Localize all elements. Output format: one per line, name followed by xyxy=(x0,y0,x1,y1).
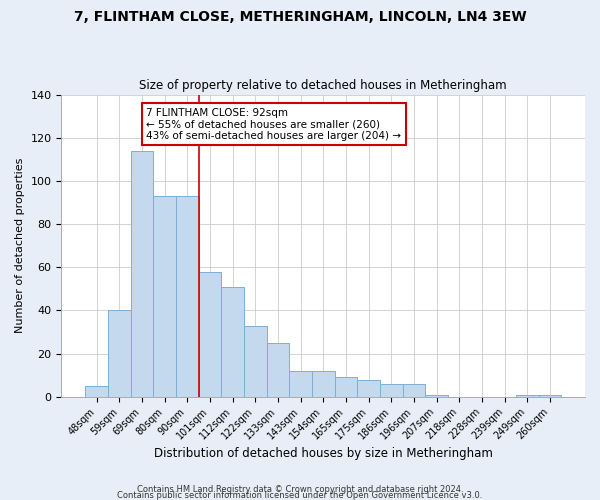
Y-axis label: Number of detached properties: Number of detached properties xyxy=(15,158,25,334)
Bar xyxy=(380,384,403,397)
Bar xyxy=(153,196,176,397)
X-axis label: Distribution of detached houses by size in Metheringham: Distribution of detached houses by size … xyxy=(154,447,493,460)
Bar xyxy=(199,272,221,397)
Bar xyxy=(289,371,312,397)
Bar xyxy=(539,394,561,397)
Bar xyxy=(176,196,199,397)
Bar xyxy=(425,394,448,397)
Title: Size of property relative to detached houses in Metheringham: Size of property relative to detached ho… xyxy=(139,79,507,92)
Bar xyxy=(244,326,266,397)
Bar xyxy=(335,378,357,397)
Bar xyxy=(516,394,539,397)
Text: 7, FLINTHAM CLOSE, METHERINGHAM, LINCOLN, LN4 3EW: 7, FLINTHAM CLOSE, METHERINGHAM, LINCOLN… xyxy=(74,10,526,24)
Bar xyxy=(266,343,289,397)
Bar xyxy=(131,150,153,397)
Bar xyxy=(221,286,244,397)
Text: 7 FLINTHAM CLOSE: 92sqm
← 55% of detached houses are smaller (260)
43% of semi-d: 7 FLINTHAM CLOSE: 92sqm ← 55% of detache… xyxy=(146,108,401,140)
Bar xyxy=(85,386,108,397)
Bar xyxy=(403,384,425,397)
Bar xyxy=(312,371,335,397)
Bar xyxy=(357,380,380,397)
Text: Contains HM Land Registry data © Crown copyright and database right 2024.: Contains HM Land Registry data © Crown c… xyxy=(137,484,463,494)
Text: Contains public sector information licensed under the Open Government Licence v3: Contains public sector information licen… xyxy=(118,490,482,500)
Bar xyxy=(108,310,131,397)
